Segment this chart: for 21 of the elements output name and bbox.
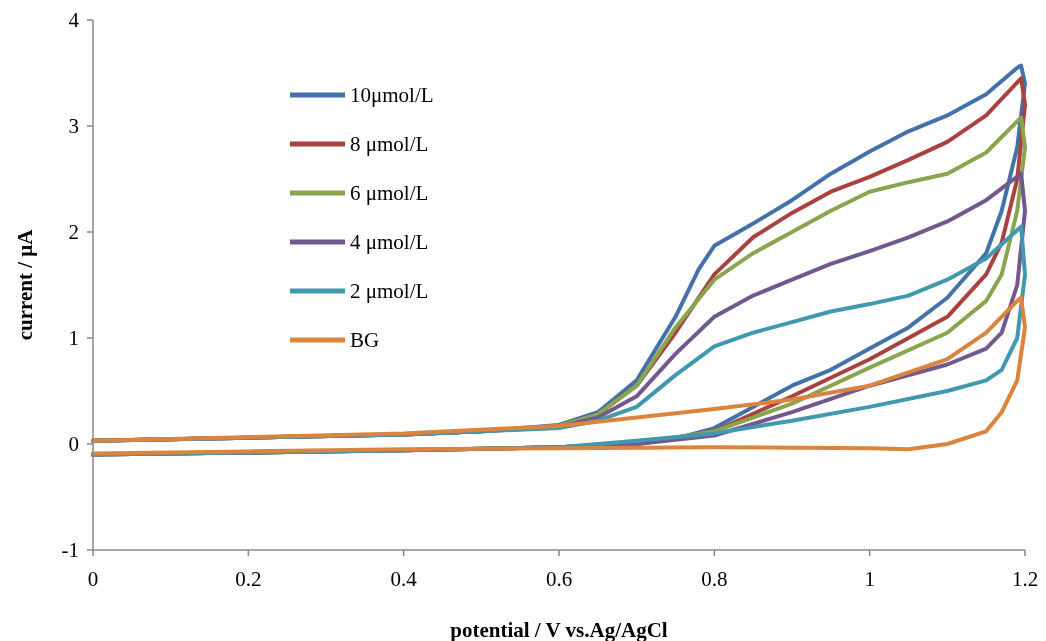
y-tick-label: 0: [68, 432, 79, 457]
x-tick-label: 0.6: [545, 567, 573, 591]
legend-label: 8 μmol/L: [350, 132, 429, 157]
x-tick-label: 0: [87, 567, 99, 591]
x-tick-label: 0.4: [390, 567, 418, 591]
legend-label: 2 μmol/L: [350, 279, 429, 304]
y-tick-label: 2: [68, 220, 79, 245]
y-tick-label: 3: [68, 114, 79, 139]
y-tick-label: 1: [68, 326, 79, 351]
x-tick-label: 1.2: [1011, 567, 1039, 591]
x-axis-title: potential / V vs.Ag/AgCl: [450, 618, 668, 641]
y-tick-label: 4: [68, 8, 80, 33]
x-tick-label: 0.2: [235, 567, 262, 591]
legend-label: 4 μmol/L: [350, 230, 429, 255]
y-axis-title: current / μA: [13, 228, 37, 341]
legend-label: BG: [350, 328, 380, 353]
x-tick-label: 1: [864, 567, 875, 591]
legend-label: 10μmol/L: [350, 83, 434, 108]
legend-label: 6 μmol/L: [350, 181, 429, 206]
x-tick-label: 0.8: [701, 567, 728, 591]
y-tick-label: -1: [61, 538, 79, 563]
